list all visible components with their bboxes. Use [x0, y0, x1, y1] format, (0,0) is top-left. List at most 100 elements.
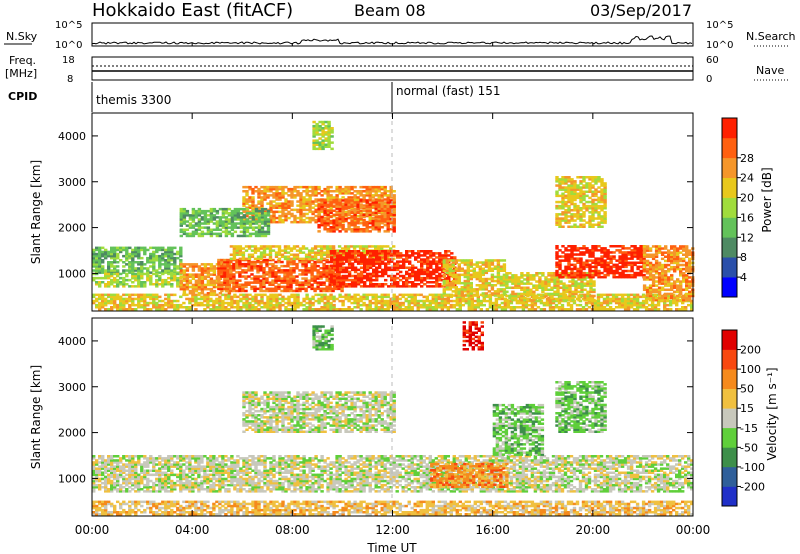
power-cell: [579, 247, 583, 250]
power-cell: [209, 265, 214, 268]
power-cell: [245, 194, 249, 197]
power-cell: [366, 250, 370, 253]
power-cell: [95, 297, 99, 301]
power-cell: [325, 273, 329, 276]
power-cell: [478, 269, 482, 272]
power-cell: [248, 210, 252, 214]
power-cell: [452, 299, 456, 303]
power-cell: [274, 277, 278, 280]
power-cell: [648, 290, 653, 294]
power-cell: [244, 269, 248, 272]
power-cell: [242, 293, 246, 297]
power-cell: [623, 299, 628, 303]
power-cell: [438, 266, 442, 269]
power-cell: [350, 208, 354, 212]
power-cell: [570, 249, 574, 252]
power-cell: [295, 262, 299, 266]
power-cell: [681, 306, 685, 309]
power-cell: [344, 278, 349, 282]
power-cell: [113, 259, 117, 262]
power-cell: [565, 284, 569, 287]
power-cell: [227, 297, 231, 301]
power-cell: [642, 255, 647, 258]
power-cell: [567, 255, 571, 258]
power-cell: [579, 251, 583, 254]
power-cell: [143, 308, 147, 311]
power-cell: [298, 269, 302, 272]
power-cell: [329, 260, 334, 263]
power-cell: [529, 288, 533, 291]
power-cell: [179, 271, 183, 274]
power-cell: [155, 269, 159, 272]
power-cell: [265, 260, 269, 264]
power-cell: [314, 214, 318, 218]
power-cell: [398, 308, 402, 311]
power-cell: [555, 247, 559, 250]
power-cell: [479, 308, 483, 311]
power-cell: [538, 272, 542, 275]
power-cell: [98, 281, 102, 284]
power-cell: [511, 286, 515, 289]
power-cell: [305, 212, 309, 216]
power-cell: [266, 299, 270, 303]
power-cell: [429, 264, 433, 267]
power-cell: [476, 299, 480, 303]
power-cell: [511, 294, 515, 298]
power-cell: [305, 301, 309, 305]
power-cell: [375, 285, 379, 288]
power-cell: [95, 263, 99, 266]
power-cell: [672, 301, 676, 305]
power-cell: [580, 288, 584, 291]
power-cell: [670, 259, 674, 263]
power-cell: [332, 266, 337, 269]
power-cell: [396, 272, 400, 276]
power-cell: [636, 265, 640, 269]
power-cell: [371, 297, 375, 301]
power-cell: [411, 250, 415, 253]
power-cell: [191, 299, 195, 303]
power-cell: [206, 267, 211, 270]
power-cell: [329, 185, 333, 189]
power-cell: [268, 253, 273, 256]
power-cell: [548, 306, 553, 309]
power-cell: [341, 268, 346, 272]
power-cell: [526, 294, 530, 298]
power-cell: [493, 259, 498, 262]
power-cell: [573, 247, 577, 250]
power-cell: [667, 267, 671, 271]
power-cell: [523, 292, 527, 296]
power-cell: [374, 303, 378, 307]
power-cell: [638, 303, 643, 307]
power-cell: [281, 204, 285, 207]
power-cell: [359, 258, 364, 261]
power-cell: [140, 271, 144, 274]
power-cell: [553, 286, 557, 289]
power-cell: [167, 276, 171, 280]
power-cell: [645, 267, 650, 271]
power-cell: [331, 245, 336, 248]
power-cell: [179, 265, 183, 268]
power-cell: [322, 257, 327, 261]
power-cell: [185, 269, 190, 272]
power-cell: [290, 293, 294, 297]
power-cell: [260, 192, 264, 195]
power-cell: [363, 285, 367, 288]
power-cell: [317, 226, 321, 229]
power-cell: [457, 263, 461, 266]
power-cell: [200, 283, 205, 287]
power-cell: [185, 275, 190, 278]
power-cell: [411, 266, 415, 269]
power-cell: [532, 292, 536, 296]
power-cell: [393, 250, 397, 253]
power-cell: [361, 247, 366, 250]
power-cell: [627, 257, 631, 260]
power-cell: [256, 279, 260, 282]
power-cell: [293, 295, 297, 299]
power-cell: [371, 245, 375, 248]
power-cell: [269, 190, 273, 193]
power-cell: [134, 267, 138, 270]
power-cell: [296, 293, 300, 297]
power-cell: [445, 279, 449, 283]
power-cell: [496, 288, 501, 291]
power-cell: [633, 271, 637, 275]
